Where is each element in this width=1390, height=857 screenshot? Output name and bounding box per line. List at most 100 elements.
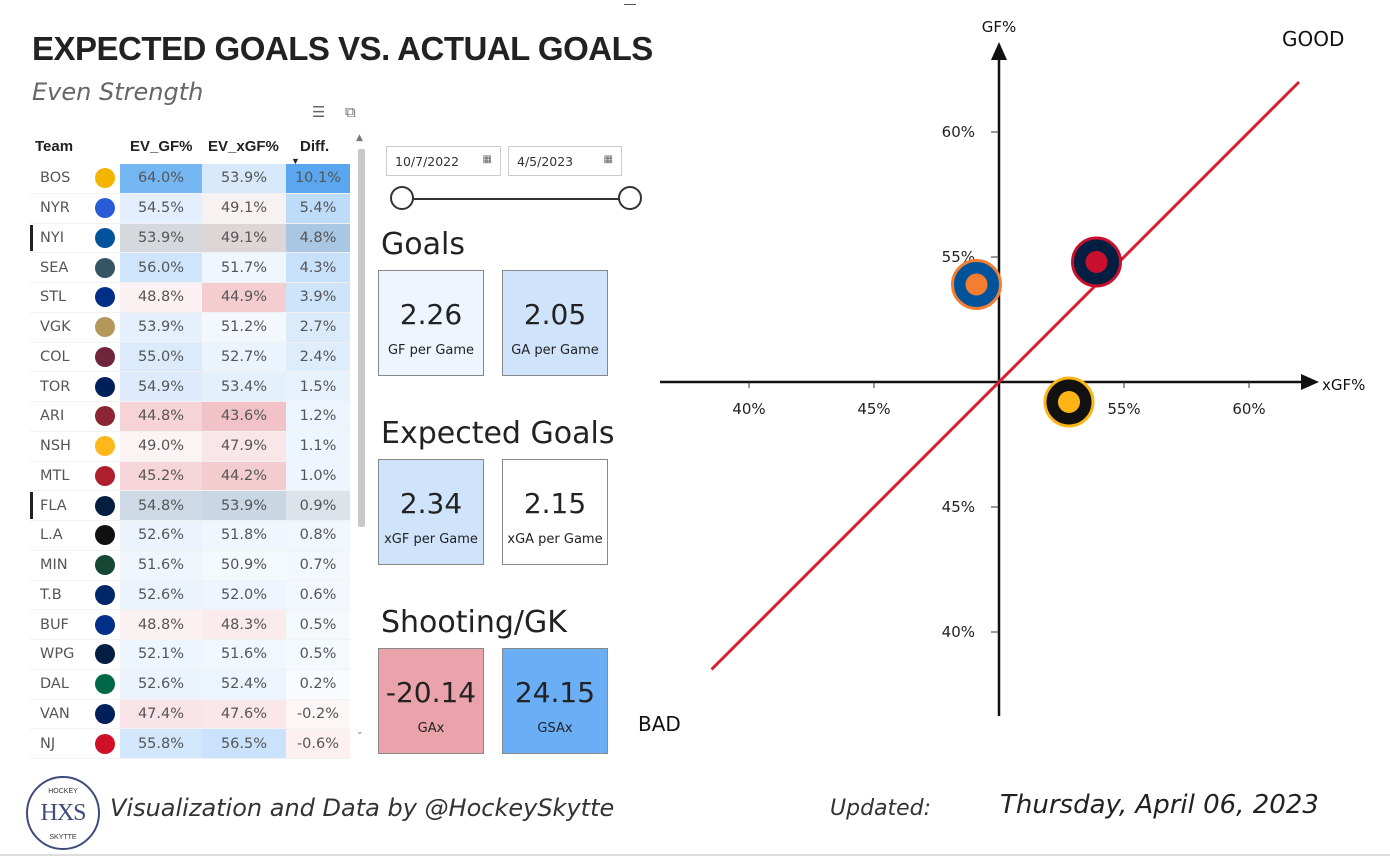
page-subtitle: Even Strength [32, 78, 204, 106]
table-row[interactable]: NJ 55.8% 56.5% -0.6% [30, 729, 350, 759]
diff-value: 5.4% [286, 193, 350, 223]
date-slider-track[interactable] [402, 198, 630, 200]
calendar-icon[interactable]: ▦ [603, 154, 613, 165]
scroll-down-icon[interactable]: ⌄ [356, 727, 364, 737]
card-value: 2.15 [523, 487, 587, 520]
ev-xgf-value: 52.7% [202, 342, 286, 372]
scrollbar-thumb[interactable] [358, 149, 365, 527]
credit-text: Visualization and Data by @HockeySkytte [110, 794, 615, 822]
table-row[interactable]: COL 55.0% 52.7% 2.4% [30, 342, 350, 373]
canadiens-logo-icon [95, 465, 115, 486]
table-row[interactable]: VGK 53.9% 51.2% 2.7% [30, 312, 350, 343]
ev-gf-value: 53.9% [120, 312, 202, 342]
team-logo-cell [90, 432, 120, 461]
date-slider-end-handle[interactable] [618, 186, 642, 210]
ev-xgf-value: 51.2% [202, 312, 286, 342]
column-header-team[interactable]: Team [35, 138, 74, 155]
table-row[interactable]: MIN 51.6% 50.9% 0.7% [30, 550, 350, 581]
ev-gf-value: 56.0% [120, 253, 202, 282]
table-row[interactable]: SEA 56.0% 51.7% 4.3% [30, 253, 350, 283]
card-label: GAx [417, 721, 445, 736]
diff-value: 0.2% [286, 669, 350, 699]
team-abbrev: STL [40, 289, 67, 306]
ev-xgf-value: 49.1% [202, 193, 286, 223]
card-label: GSAx [537, 721, 573, 736]
sort-descending-icon: ▼ [291, 156, 300, 166]
team-abbrev: VGK [40, 319, 71, 336]
team-abbrev: T.B [40, 586, 62, 603]
updated-date: Thursday, April 06, 2023 [1000, 790, 1319, 820]
team-logo-cell [90, 521, 120, 550]
scroll-up-icon[interactable]: ▲ [356, 133, 363, 143]
column-header-ev-gf[interactable]: EV_GF% [130, 138, 193, 155]
column-header-diff[interactable]: Diff. [300, 138, 330, 155]
table-row[interactable]: T.B 52.6% 52.0% 0.6% [30, 580, 350, 611]
avalanche-logo-icon [95, 346, 115, 367]
table-row[interactable]: BOS 64.0% 53.9% 10.1% [30, 164, 350, 194]
section-title-shooting-gk: Shooting/GK [381, 605, 567, 640]
devils-logo-icon [95, 733, 115, 754]
ev-xgf-value: 47.6% [202, 699, 286, 729]
team-logo-cell [90, 313, 120, 342]
diff-value: 1.2% [286, 402, 350, 431]
column-header-ev-xgf[interactable]: EV_xGF% [208, 138, 279, 155]
table-row[interactable]: TOR 54.9% 53.4% 1.5% [30, 372, 350, 402]
table-row[interactable]: ARI 44.8% 43.6% 1.2% [30, 402, 350, 432]
table-row[interactable]: NSH 49.0% 47.9% 1.1% [30, 431, 350, 462]
table-header: Team EV_GF% EV_xGF% Diff. ▼ [30, 130, 350, 166]
table-row[interactable]: L.A 52.6% 51.8% 0.8% [30, 521, 350, 551]
jets-logo-icon [95, 644, 115, 665]
calendar-icon[interactable]: ▦ [482, 154, 492, 165]
card-xgf-per-game: 2.34 xGF per Game [378, 459, 484, 565]
table-row[interactable]: BUF 48.8% 48.3% 0.5% [30, 610, 350, 640]
team-logo-cell [90, 372, 120, 401]
team-logo-cell [90, 700, 120, 729]
end-date-input[interactable]: 4/5/2023 ▦ [508, 146, 622, 176]
ev-xgf-value: 47.9% [202, 431, 286, 461]
diff-value: 2.7% [286, 312, 350, 342]
start-date-input[interactable]: 10/7/2022 ▦ [386, 146, 501, 176]
diff-value: 10.1% [286, 164, 350, 193]
section-title-goals: Goals [381, 227, 465, 262]
page-title: EXPECTED GOALS VS. ACTUAL GOALS [32, 30, 653, 67]
diff-value: 4.8% [286, 223, 350, 253]
filter-icon[interactable]: ☰ [312, 103, 326, 121]
coyotes-logo-icon [95, 406, 115, 427]
ev-gf-value: 64.0% [120, 164, 202, 193]
table-row[interactable]: STL 48.8% 44.9% 3.9% [30, 283, 350, 313]
table-row[interactable]: DAL 52.6% 52.4% 0.2% [30, 669, 350, 700]
logo-text-bottom: SKYTTE [49, 834, 77, 841]
ev-xgf-value: 53.9% [202, 164, 286, 193]
focus-mode-icon[interactable]: ⧉ [345, 103, 356, 121]
table-row[interactable]: FLA 54.8% 53.9% 0.9% [30, 491, 350, 521]
table-scrollbar[interactable]: ▲ ⌄ [355, 131, 367, 749]
ev-xgf-value: 53.4% [202, 372, 286, 401]
x-tick-label: 40% [732, 400, 765, 418]
team-logo-cell [90, 551, 120, 580]
sabres-logo-icon [95, 614, 115, 635]
table-row[interactable]: NYR 54.5% 49.1% 5.4% [30, 193, 350, 224]
table-row[interactable]: VAN 47.4% 47.6% -0.2% [30, 699, 350, 730]
data-point-center [1085, 251, 1108, 273]
date-slider-start-handle[interactable] [390, 186, 414, 210]
table-row[interactable]: NYI 53.9% 49.1% 4.8% [30, 223, 350, 254]
table-row[interactable]: WPG 52.1% 51.6% 0.5% [30, 640, 350, 670]
ev-gf-value: 54.9% [120, 372, 202, 401]
islanders-logo-icon [95, 227, 115, 248]
table-row[interactable]: MTL 45.2% 44.2% 1.0% [30, 461, 350, 492]
ev-gf-value: 51.6% [120, 550, 202, 580]
ev-xgf-value: 49.1% [202, 223, 286, 253]
end-date-value: 4/5/2023 [517, 153, 574, 169]
card-ga-per-game: 2.05 GA per Game [502, 270, 608, 376]
team-table: Team EV_GF% EV_xGF% Diff. ▼ BOS 64.0% 53.9… [30, 130, 350, 759]
card-gsax: 24.15 GSAx [502, 648, 608, 754]
ev-gf-value: 55.8% [120, 729, 202, 758]
team-logo-cell [90, 610, 120, 639]
x-axis-arrow-icon [1301, 374, 1319, 390]
ev-gf-value: 52.6% [120, 521, 202, 550]
card-gf-per-game: 2.26 GF per Game [378, 270, 484, 376]
diff-value: 4.3% [286, 253, 350, 282]
card-value: 2.05 [523, 298, 587, 331]
ev-gf-value: 52.6% [120, 669, 202, 699]
ev-xgf-value: 44.2% [202, 461, 286, 491]
